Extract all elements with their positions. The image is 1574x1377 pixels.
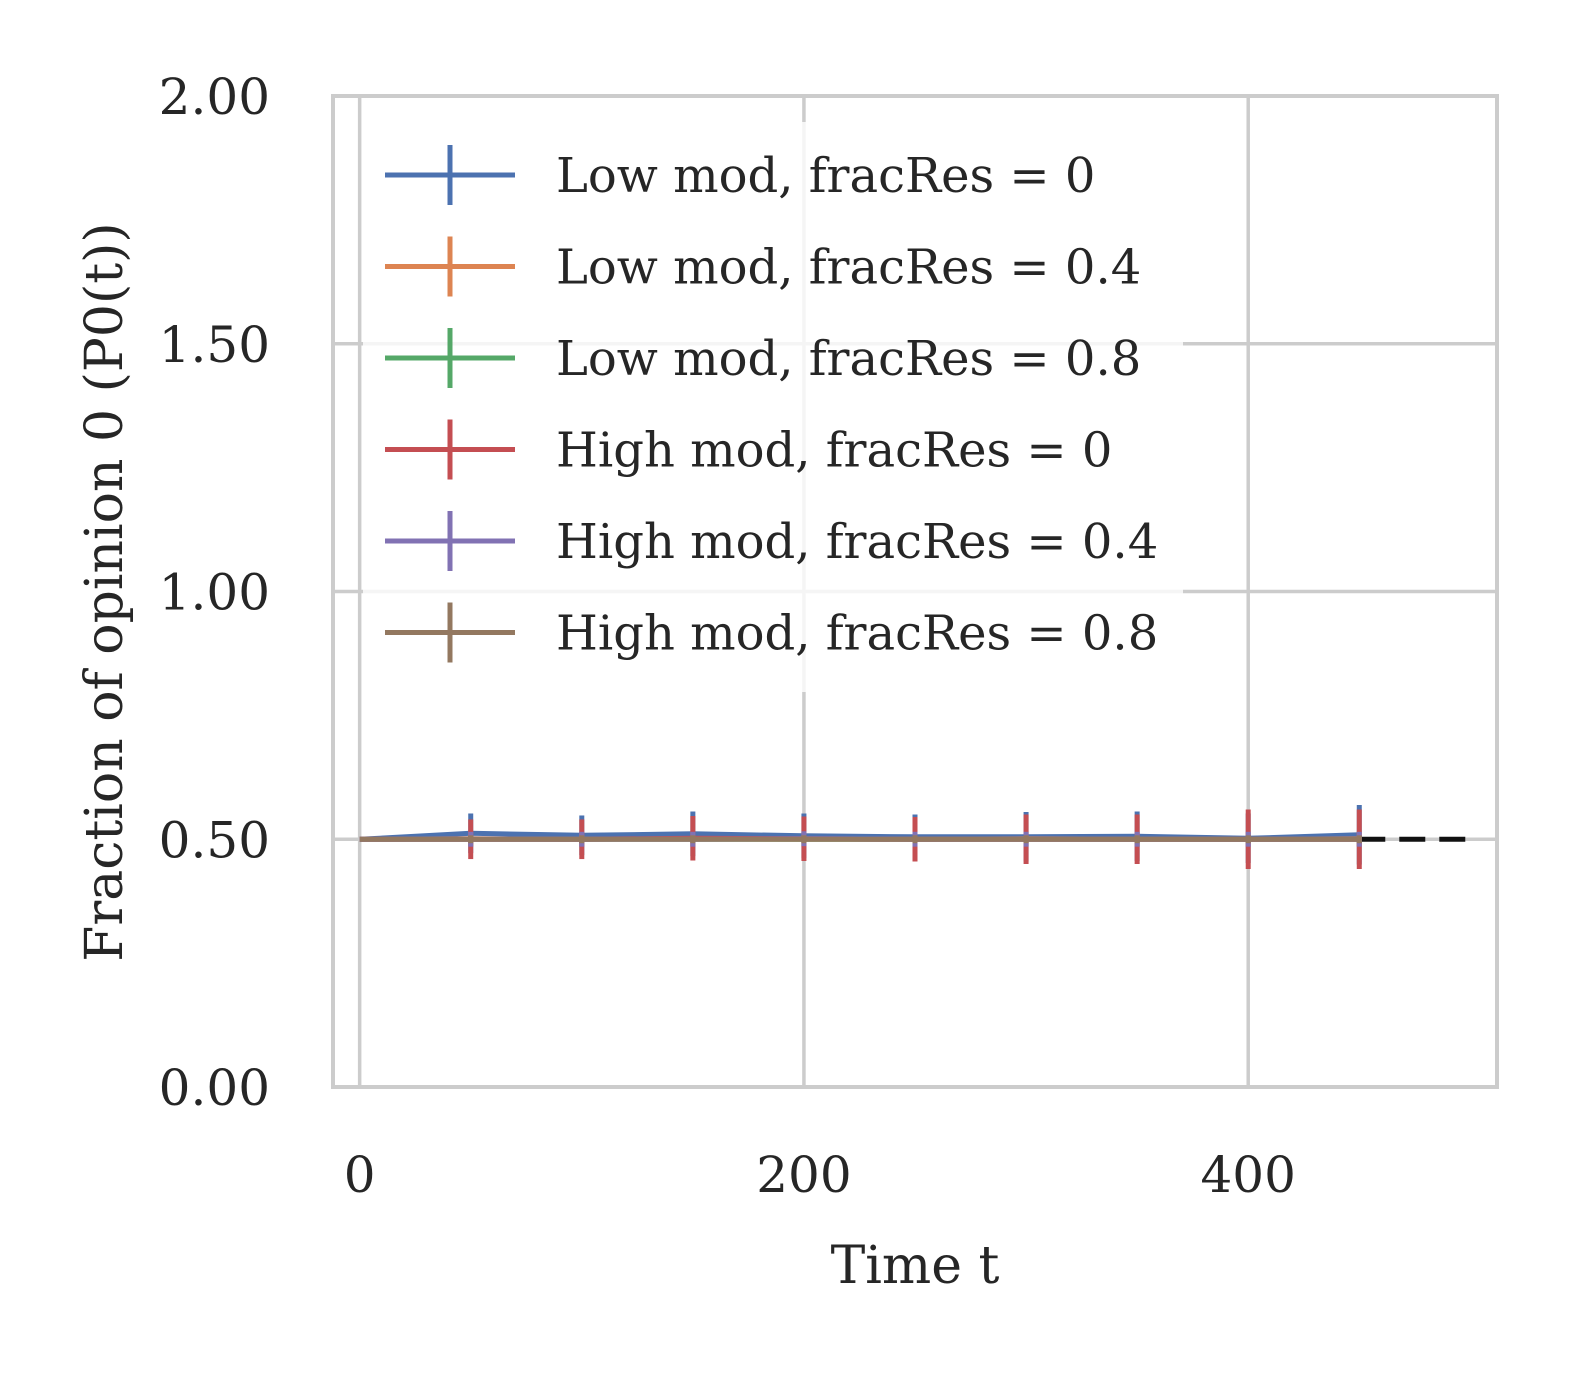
legend-label: Low mod, fracRes = 0.8 [556, 331, 1141, 387]
x-tick-label: 400 [1200, 1146, 1295, 1204]
legend-item: Low mod, fracRes = 0.8 [385, 328, 1141, 388]
legend-label: High mod, fracRes = 0.4 [556, 514, 1158, 570]
y-tick-label: 0.50 [159, 811, 270, 869]
y-axis-label: Fraction of opinion 0 (P0(t)) [75, 222, 135, 961]
series-layer [359, 805, 1362, 869]
y-tick-label: 1.00 [159, 564, 270, 622]
series-1 [359, 805, 1362, 865]
legend-item: High mod, fracRes = 0.4 [385, 511, 1158, 571]
legend-item: Low mod, fracRes = 0 [385, 145, 1095, 205]
legend-label: Low mod, fracRes = 0 [556, 148, 1095, 204]
legend: Low mod, fracRes = 0 Low mod, fracRes = 0… [363, 122, 1183, 692]
series-6 [359, 835, 1362, 844]
legend-item: High mod, fracRes = 0.8 [385, 602, 1158, 663]
legend-background [363, 122, 1183, 692]
legend-item: High mod, fracRes = 0 [385, 419, 1112, 480]
y-tick-label: 1.50 [159, 316, 270, 374]
x-tick-label: 200 [756, 1146, 851, 1204]
y-tick-label: 0.00 [159, 1059, 270, 1117]
x-tick-label: 0 [344, 1146, 376, 1204]
legend-item: Low mod, fracRes = 0.4 [385, 236, 1141, 297]
plot-frame [331, 94, 1499, 1089]
legend-label: Low mod, fracRes = 0.4 [556, 240, 1141, 296]
y-tick-label: 2.00 [159, 68, 270, 126]
legend-label: High mod, fracRes = 0 [556, 423, 1112, 479]
x-axis-label: Time t [831, 1236, 1000, 1296]
tick-labels: 0 200 400 0.00 0.50 1.00 1.50 2.00 [159, 68, 1296, 1204]
legend-label: High mod, fracRes = 0.8 [556, 606, 1158, 662]
